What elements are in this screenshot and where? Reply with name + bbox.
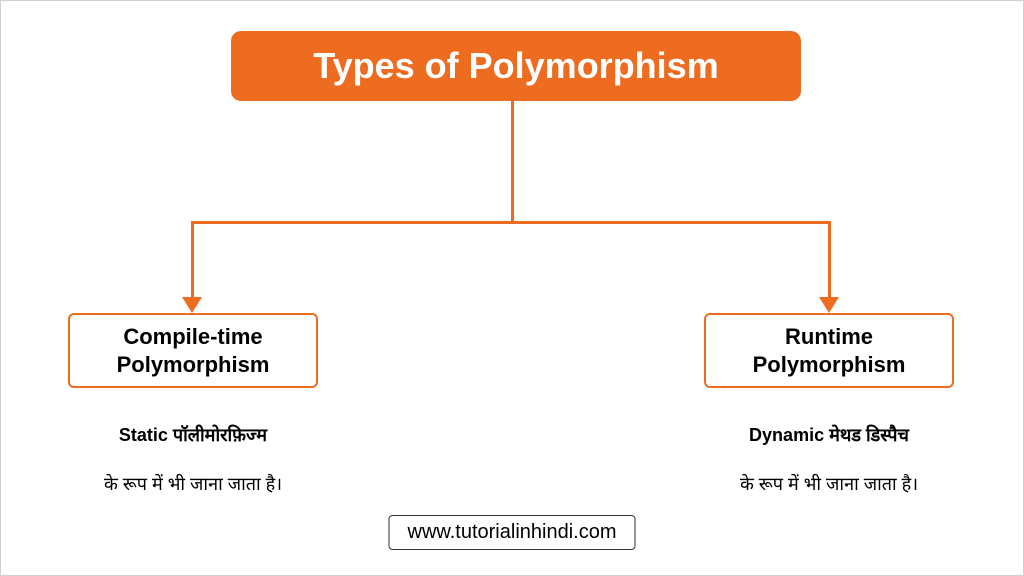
connector-stem (511, 101, 514, 221)
subtext-bold: Static पॉलीमोरफ़िज्म (119, 425, 267, 445)
arrow-right (819, 297, 839, 313)
subtext-bold: Dynamic मेथड डिस्पैच (749, 425, 909, 445)
subtext-rest: के रूप में भी जाना जाता है। (104, 474, 282, 494)
subtext-rest: के रूप में भी जाना जाता है। (740, 474, 918, 494)
arrow-left (182, 297, 202, 313)
subtext-compile-time: Static पॉलीमोरफ़िज्म के रूप में भी जाना … (43, 399, 343, 496)
child-label: Runtime Polymorphism (753, 323, 906, 378)
diagram-title: Types of Polymorphism (231, 31, 801, 101)
child-node-runtime: Runtime Polymorphism (704, 313, 954, 388)
footer-url: www.tutorialinhindi.com (389, 515, 636, 550)
subtext-runtime: Dynamic मेथड डिस्पैच के रूप में भी जाना … (679, 399, 979, 496)
connector-right-drop (828, 221, 831, 299)
connector-left-drop (191, 221, 194, 299)
child-node-compile-time: Compile-time Polymorphism (68, 313, 318, 388)
child-label: Compile-time Polymorphism (117, 323, 270, 378)
connector-horizontal (191, 221, 831, 224)
